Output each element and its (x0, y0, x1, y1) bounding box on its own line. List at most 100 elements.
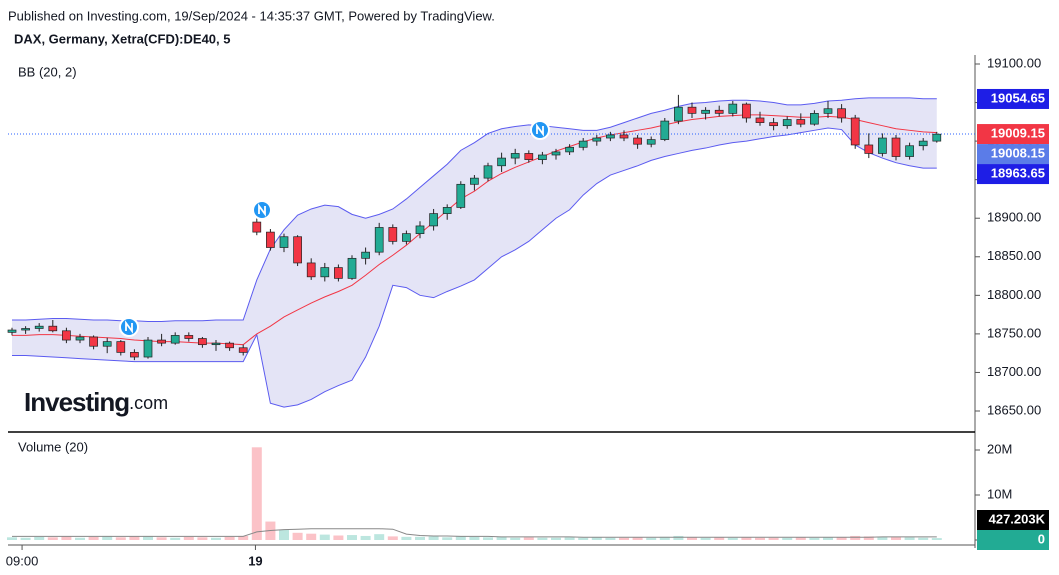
volume-bar (224, 536, 235, 540)
volume-bar (673, 535, 684, 540)
volume-bar (687, 537, 697, 540)
candle-body (483, 165, 493, 179)
candle-body (48, 325, 58, 332)
candle-body (728, 103, 738, 114)
volume-bar (211, 537, 221, 540)
y-tick-label: 18800.00 (987, 287, 1041, 302)
y-tick-label: 18900.00 (987, 210, 1041, 225)
volume-bar (20, 537, 31, 540)
candle-body (293, 236, 302, 264)
candle-body (905, 145, 914, 157)
value-tag-label: 0 (1038, 531, 1045, 546)
volume-bar (551, 537, 561, 540)
value-tag-label: 19054.65 (991, 90, 1045, 105)
volume-bar (469, 536, 480, 540)
volume-bar (755, 537, 765, 540)
candle-body (211, 342, 221, 346)
candle-body (782, 119, 792, 127)
news-glyph (125, 320, 133, 334)
volume-bar (197, 537, 208, 540)
logo-suffix: .com (129, 393, 168, 413)
candle-body (374, 227, 384, 253)
volume-bar (877, 536, 888, 540)
bb-upper (12, 97, 937, 323)
value-tag (977, 124, 1049, 145)
candle-body (225, 342, 234, 349)
volume-bar (170, 537, 181, 540)
volume-bar (483, 537, 493, 540)
candle-body (796, 119, 806, 125)
candle-body (619, 134, 629, 139)
volume-bar (741, 537, 752, 540)
volume-bar (34, 536, 45, 540)
candle-body (864, 144, 874, 154)
candle-body (701, 109, 710, 114)
volume-bar (523, 537, 534, 540)
candle-body (510, 153, 520, 159)
volume-bar (442, 537, 453, 540)
value-tag (977, 88, 1049, 109)
candle-body (157, 339, 166, 344)
candle-body (565, 146, 574, 153)
volume-bar (115, 537, 126, 540)
volume-bar (333, 535, 344, 540)
published-line: Published on Investing.com, 19/Sep/2024 … (8, 8, 495, 23)
volume-bar (319, 534, 330, 540)
volume-bar (768, 537, 779, 540)
candle-body (850, 117, 860, 146)
candle-body (238, 347, 248, 353)
candle-body (578, 140, 588, 148)
candle-body (334, 267, 343, 279)
value-tag-label: 19009.15 (991, 125, 1045, 140)
volume-bar (591, 537, 602, 540)
candle-body (170, 335, 180, 344)
candle-body (34, 325, 44, 329)
candle-body (198, 338, 207, 346)
volume-bar (891, 536, 901, 540)
candle-body (810, 113, 819, 125)
value-tag (977, 144, 1049, 165)
candle-body (878, 137, 887, 154)
candle-body (551, 151, 561, 156)
candle-body (891, 137, 901, 157)
news-glyph (258, 203, 266, 217)
volume-bar (360, 535, 371, 540)
candle-body (252, 221, 262, 233)
volume-bar (88, 536, 99, 540)
candle-body (932, 133, 942, 142)
candle-body (674, 106, 683, 122)
volume-bar (129, 536, 140, 540)
volume-bar (374, 534, 385, 540)
candle-body (823, 108, 833, 114)
volume-bar (61, 536, 72, 540)
candle-body (184, 335, 194, 339)
volume-bar (183, 536, 194, 540)
volume-bar (401, 536, 412, 540)
volume-bar (387, 536, 398, 540)
news-markers (119, 120, 550, 337)
y-tick-label: 18700.00 (987, 364, 1041, 379)
value-tag (977, 510, 1049, 530)
candle-body (769, 122, 778, 127)
volume-bar (727, 537, 738, 540)
candle-body (742, 103, 751, 119)
candle-body (116, 341, 126, 353)
volume-bar (496, 536, 507, 540)
symbol: DAX, Germany, Xetra(CFD):DE40, 5 (14, 31, 231, 46)
volume-bar (47, 537, 58, 540)
candle-body (633, 137, 642, 145)
volume-bar (347, 535, 357, 540)
volume-bar (292, 532, 303, 540)
volume-bar (455, 535, 466, 540)
volume-bar (700, 537, 711, 540)
candle-body (361, 251, 370, 259)
candle-body (918, 140, 928, 147)
candle-body (714, 109, 724, 114)
y-tick-label: 19100.00 (987, 55, 1041, 70)
bb-fill (12, 97, 937, 408)
candle-body (7, 329, 17, 333)
candle-body (143, 339, 153, 358)
candle-body (89, 336, 98, 347)
candle-body (347, 257, 357, 279)
y-tick-label: 18850.00 (987, 248, 1041, 263)
